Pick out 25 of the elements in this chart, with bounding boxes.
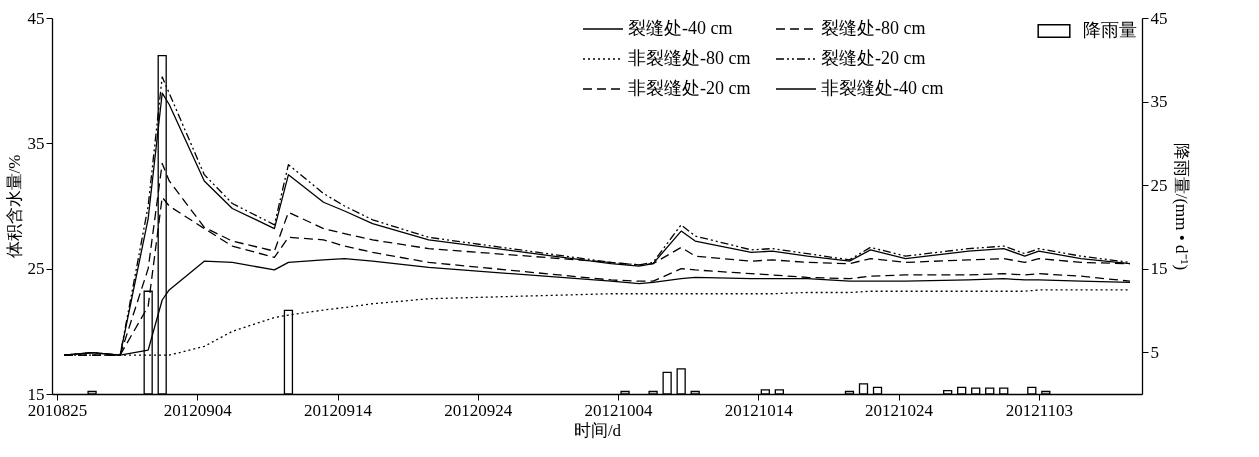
y2-tick-label: 5 (1150, 342, 1159, 362)
y2-tick-label: 45 (1150, 8, 1168, 28)
x-axis-title: 时间/d (573, 420, 622, 440)
legend-label: 非裂缝处-40 cm (821, 78, 944, 98)
x-tick-label: 20121014 (724, 400, 794, 420)
y-tick-label: 25 (27, 259, 45, 279)
x-tick-label: 20120924 (444, 400, 513, 420)
legend-label: 裂缝处-80 cm (821, 18, 926, 38)
y2-tick-label: 35 (1150, 92, 1168, 112)
y2-axis-title: 降雨量/(mm • d⁻¹) (1171, 142, 1191, 271)
legend-label: 非裂缝处-20 cm (628, 78, 751, 98)
x-tick-label: 20121024 (865, 400, 934, 420)
legend-label: 降雨量 (1083, 20, 1137, 40)
x-tick-label: 20120914 (304, 400, 373, 420)
y2-tick-label: 25 (1150, 175, 1168, 195)
x-tick-label: 20121103 (1005, 400, 1074, 420)
legend-label: 裂缝处-20 cm (821, 48, 926, 68)
legend-label: 裂缝处-40 cm (628, 18, 733, 38)
legend-label: 非裂缝处-80 cm (628, 48, 751, 68)
y2-tick-label: 15 (1150, 259, 1168, 279)
x-tick-label: 20120904 (163, 400, 233, 420)
y-axis-title: 体积含水量/% (4, 154, 24, 259)
x-tick-label: 20121004 (584, 400, 654, 420)
y-tick-label: 35 (27, 133, 45, 153)
y-tick-label: 45 (27, 8, 45, 28)
